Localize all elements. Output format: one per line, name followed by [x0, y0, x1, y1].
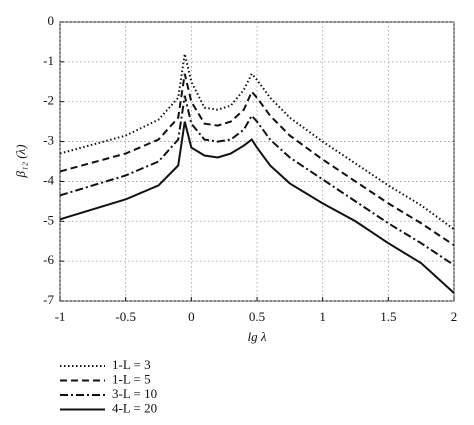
y-tick-label: -5: [43, 212, 54, 227]
legend-label: 1-L = 5: [112, 371, 151, 386]
y-tick-label: -7: [43, 292, 54, 307]
series-line: [59, 121, 455, 294]
x-tick-label: 0.5: [249, 309, 265, 324]
legend-label: 1-L = 3: [112, 357, 151, 372]
y-tick-label: 0: [48, 13, 55, 28]
y-tick-label: -6: [43, 252, 54, 267]
x-axis-label: lg λ: [248, 329, 267, 344]
y-axis-label: β₁₂ (λ): [13, 144, 28, 178]
y-tick-label: -1: [43, 53, 54, 68]
x-tick-label: 2: [451, 309, 458, 324]
x-tick-label: -0.5: [115, 309, 136, 324]
x-tick-label: -1: [55, 309, 66, 324]
series-line: [59, 95, 455, 266]
y-tick-label: -3: [43, 133, 54, 148]
y-tick-label: -2: [43, 93, 54, 108]
x-tick-label: 1.5: [380, 309, 396, 324]
x-tick-label: 1: [319, 309, 326, 324]
x-tick-label: 0: [188, 309, 195, 324]
series-line: [59, 73, 455, 247]
y-tick-label: -4: [43, 172, 54, 187]
legend-label: 4-L = 20: [112, 400, 157, 415]
legend-label: 3-L = 10: [112, 386, 157, 401]
